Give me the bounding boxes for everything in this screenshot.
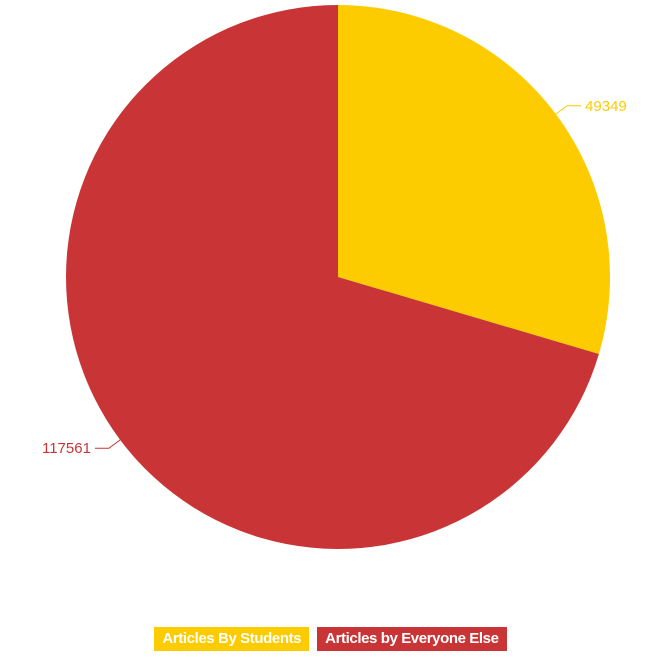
pie-chart: 49349 117561 [42,5,627,549]
slice-value-label-2: 117561 [42,440,91,457]
slice-value-label-1: 49349 [585,98,627,115]
legend-item-everyone-else[interactable]: Articles by Everyone Else [317,627,507,651]
legend-item-students[interactable]: Articles By Students [154,627,310,651]
legend: Articles By Students Articles by Everyon… [0,627,661,653]
pie-slice-2[interactable] [65,5,599,549]
pie-slice-1[interactable] [338,5,610,354]
leader-line-2 [94,439,121,449]
leader-line-1 [555,105,582,115]
